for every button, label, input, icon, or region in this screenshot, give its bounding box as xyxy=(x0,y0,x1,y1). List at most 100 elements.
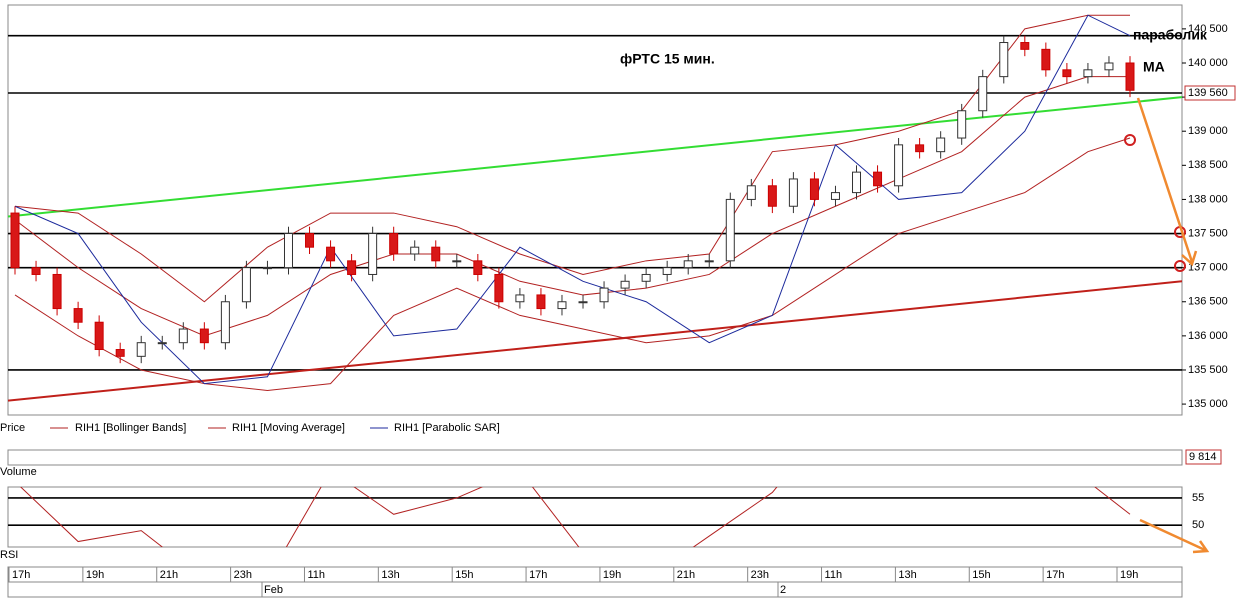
candle-body xyxy=(199,328,209,344)
marker xyxy=(1124,134,1136,146)
candle-body xyxy=(1083,69,1093,78)
x-tick-label: 13h xyxy=(381,569,399,581)
candle-body xyxy=(557,301,567,310)
candle-body xyxy=(368,233,378,275)
candle-body xyxy=(1020,42,1030,50)
candle-body xyxy=(452,260,462,263)
y-tick-label: 135 000 xyxy=(1188,398,1228,410)
last-price-label: 139 560 xyxy=(1188,87,1228,99)
candle-body xyxy=(73,308,83,323)
trend-line xyxy=(8,96,1182,218)
x-tick-label: 23h xyxy=(234,569,252,581)
x-tick-label: 13h xyxy=(898,569,916,581)
rsi-panel xyxy=(7,486,1183,548)
candle-body xyxy=(809,178,819,200)
date-label: Feb xyxy=(264,584,283,596)
candle-body xyxy=(347,260,357,275)
candle-body xyxy=(94,321,104,351)
candle-body xyxy=(220,301,230,344)
y-tick-label: 137 000 xyxy=(1188,262,1228,274)
candle-body xyxy=(873,171,883,187)
value-box xyxy=(1185,449,1222,465)
x-tick-label: 23h xyxy=(751,569,769,581)
candle-body xyxy=(894,144,904,187)
candle-body xyxy=(620,280,630,289)
candle-body xyxy=(115,349,125,357)
candle-body xyxy=(641,273,651,282)
candle-body xyxy=(389,233,399,255)
x-tick-label: 19h xyxy=(86,569,104,581)
arrow xyxy=(1136,97,1198,267)
y-tick-label: 138 500 xyxy=(1188,159,1228,171)
trend-line xyxy=(8,280,1182,402)
candle-body xyxy=(957,110,967,139)
candle-body xyxy=(704,260,714,263)
candle-body xyxy=(157,342,167,345)
y-tick-label: 140 500 xyxy=(1188,23,1228,35)
candle-body xyxy=(915,144,925,153)
candle-body xyxy=(494,273,504,303)
annotation: МА xyxy=(1143,59,1165,75)
candle-body xyxy=(410,246,420,255)
panel-title: Volume xyxy=(0,466,37,478)
x-tick-label: 21h xyxy=(160,569,178,581)
candle-body xyxy=(1062,69,1072,78)
candle-body xyxy=(1104,62,1114,71)
indicator-line xyxy=(14,14,1131,385)
legend-item: Price xyxy=(0,422,25,434)
candle-body xyxy=(431,246,441,262)
candle-body xyxy=(305,233,315,248)
x-tick-label: 17h xyxy=(1046,569,1064,581)
candle-body xyxy=(326,246,336,262)
marker xyxy=(1174,260,1186,272)
x-tick-label: 15h xyxy=(972,569,990,581)
candle-body xyxy=(999,42,1009,78)
y-tick-label: 138 000 xyxy=(1188,193,1228,205)
candle-body xyxy=(683,260,693,269)
arrow xyxy=(1139,518,1210,554)
x-tick-label: 17h xyxy=(12,569,30,581)
volume-panel xyxy=(7,449,1183,466)
rsi-line xyxy=(20,487,1131,547)
candle-body xyxy=(978,76,988,112)
last-price-box xyxy=(1184,85,1236,101)
y-tick-label: 139 000 xyxy=(1188,125,1228,137)
legend-item: RIH1 [Bollinger Bands] xyxy=(75,422,186,434)
candle-body xyxy=(578,301,588,304)
volume-label: 9 814 xyxy=(1189,451,1217,463)
candle-body xyxy=(262,267,272,270)
candle-body xyxy=(936,137,946,153)
rsi-tick-label: 50 xyxy=(1192,519,1204,531)
x-tick-label: 17h xyxy=(529,569,547,581)
candle-body xyxy=(599,287,609,303)
x-tick-label: 19h xyxy=(1120,569,1138,581)
candle-body xyxy=(10,212,20,269)
y-tick-label: 140 000 xyxy=(1188,57,1228,69)
y-tick-label: 135 500 xyxy=(1188,364,1228,376)
candle-body xyxy=(1125,62,1135,91)
price-panel xyxy=(7,4,1183,416)
x-tick-label: 19h xyxy=(603,569,621,581)
x-tick-label: 11h xyxy=(307,569,325,581)
x-tick-label: 15h xyxy=(455,569,473,581)
candle-body xyxy=(746,185,756,200)
candle-body xyxy=(852,171,862,194)
legend-item: RIH1 [Parabolic SAR] xyxy=(394,422,500,434)
candle-body xyxy=(536,294,546,310)
x-tick-label: 21h xyxy=(677,569,695,581)
candle-body xyxy=(52,273,62,310)
y-tick-label: 136 500 xyxy=(1188,296,1228,308)
candle-body xyxy=(31,267,41,275)
candle-body xyxy=(725,198,735,262)
date-label: 2 xyxy=(780,584,786,596)
candle-body xyxy=(1041,48,1051,71)
y-tick-label: 137 500 xyxy=(1188,227,1228,239)
annotation: параболик xyxy=(1133,27,1208,43)
rsi-tick-label: 55 xyxy=(1192,492,1204,504)
candle-body xyxy=(241,267,251,303)
rsi-plot xyxy=(8,487,1182,547)
legend-item: RIH1 [Moving Average] xyxy=(232,422,345,434)
candle-body xyxy=(515,294,525,303)
x-tick-label: 11h xyxy=(825,569,843,581)
